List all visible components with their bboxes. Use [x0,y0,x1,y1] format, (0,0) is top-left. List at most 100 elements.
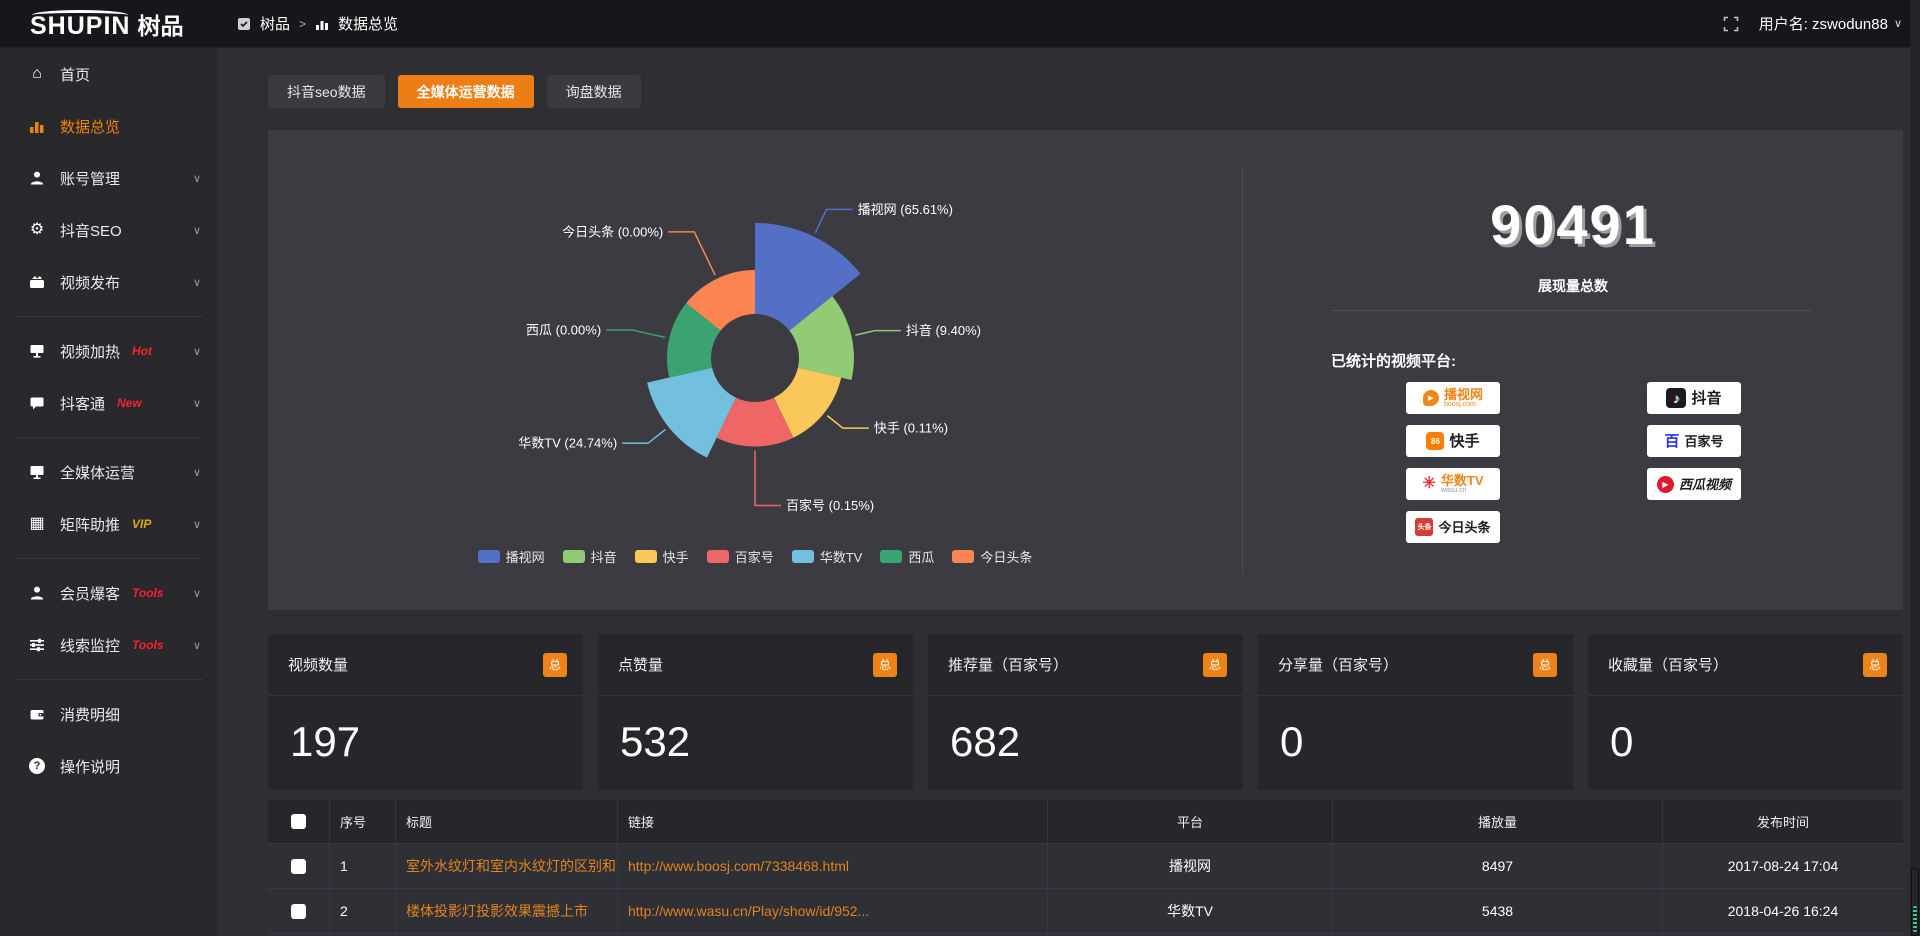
sidebar-item-home[interactable]: ⌂ 首页 [0,48,217,100]
pie-slice-快手[interactable] [774,367,842,438]
select-all-checkbox[interactable] [291,814,306,829]
legend-swatch [562,550,585,563]
baijiahao-logo-icon: 百 [1664,432,1680,450]
cell-plays: 8497 [1333,844,1663,888]
total-badge[interactable]: 总 [1863,652,1887,677]
total-badge[interactable]: 总 [873,652,897,677]
pie-label-line [754,450,781,507]
pie-slice-播视网[interactable] [755,223,861,331]
stat-card-title: 推荐量（百家号） [948,657,1069,674]
stat-card-shares: 分享量（百家号） 总 0 [1258,634,1573,790]
user-menu[interactable]: 用户名: zswodun88 ∨ [1759,13,1902,34]
stat-card-value: 532 [620,718,691,765]
pie-slice-百家号[interactable] [716,397,794,447]
sidebar-item-douketong[interactable]: 抖客通 New ∨ [0,377,217,429]
stat-card-title: 视频数量 [288,657,349,674]
home-icon: ⌂ [32,65,42,82]
legend-item-抖音[interactable]: 抖音 [562,547,617,566]
legend-swatch [706,550,729,563]
row-checkbox[interactable] [291,903,306,919]
platform-name: 今日头条 [1438,519,1491,535]
total-badge[interactable]: 总 [1533,652,1557,677]
pie-label: 抖音 (9.40%) [906,323,981,338]
douyin-logo-icon: ♪ [1666,388,1687,408]
sidebar-item-label: 账号管理 [60,170,121,188]
sidebar-item-lead-monitor[interactable]: 线索监控 Tools ∨ [0,619,217,671]
stat-card-recommendations: 推荐量（百家号） 总 682 [928,634,1243,790]
header-right: 用户名: zswodun88 ∨ [1723,13,1920,34]
cell-title[interactable]: 室外水纹灯和室内水纹灯的区别和简介 [396,844,618,888]
app-logo: SHUPIN 树品 [0,7,217,41]
total-badge[interactable]: 总 [543,652,567,677]
pie-slice-今日头条[interactable] [686,270,755,331]
sidebar-item-spending-detail[interactable]: 消费明细 [0,688,217,740]
gear-icon: ⚙ [29,221,45,238]
page-scrollbar[interactable] [1910,0,1920,936]
video-publish-icon [27,274,47,290]
sidebar-item-accounts[interactable]: 账号管理 ∨ [0,152,217,204]
legend-item-快手[interactable]: 快手 [634,547,689,566]
sidebar-item-video-publish[interactable]: 视频发布 ∨ [0,256,217,308]
fullscreen-icon[interactable] [1723,16,1739,32]
pie-label-line [668,231,716,276]
cell-link[interactable]: http://www.wasu.cn/Play/show/id/952... [618,889,1048,933]
video-table: 序号 标题 链接 平台 播放量 发布时间 1 室外水纹灯和室内水纹灯的区别和简介… [268,800,1903,936]
legend-item-百家号[interactable]: 百家号 [706,547,774,566]
platform-badge-boosj: ▶ 播视网 boosj.com [1406,382,1500,414]
sidebar-item-label: 会员爆客 [60,585,121,603]
row-checkbox[interactable] [291,858,306,874]
pie-label: 播视网 (65.61%) [858,202,953,217]
boosj-logo-icon: ▶ [1422,390,1439,406]
legend-item-西瓜[interactable]: 西瓜 [880,547,934,566]
column-header-platform: 平台 [1048,800,1333,843]
platform-name: 华数TV [1440,472,1484,488]
legend-label: 今日头条 [980,550,1033,565]
sidebar-item-member-burst[interactable]: 会员爆客 Tools ∨ [0,567,217,619]
breadcrumb-root[interactable]: 树品 [260,16,291,33]
pie-label: 今日头条 (0.00%) [562,224,663,239]
sidebar-item-douyin-seo[interactable]: ⚙ 抖音SEO ∨ [0,204,217,256]
pie-label-line [814,208,853,234]
scrollbar-thumb[interactable] [1911,868,1919,936]
breadcrumb-separator: > [299,16,307,31]
column-header-title: 标题 [396,800,618,843]
legend-label: 华数TV [819,550,863,565]
stat-cards: 视频数量 总 197 点赞量 总 532 推荐量（百家号） 总 682 分享量（… [268,634,1903,790]
legend-swatch [634,550,657,563]
logo-text-cn: 树品 [137,12,184,39]
platform-badge-wasu: ✳ 华数TV wasu.cn [1406,468,1500,500]
wallet-icon [27,706,47,722]
table-header-row: 序号 标题 链接 平台 播放量 发布时间 [268,800,1903,844]
sidebar-divider [14,437,203,438]
total-badge[interactable]: 总 [1203,652,1227,677]
username-label: 用户名: zswodun88 [1758,16,1888,33]
pie-label: 百家号 (0.15%) [786,498,874,513]
sidebar-item-matrix-boost[interactable]: ▦ 矩阵助推 VIP ∨ [0,498,217,550]
tab-omnimedia-data[interactable]: 全媒体运营数据 [397,75,534,108]
breadcrumb-current-icon [315,17,329,31]
cell-link[interactable]: http://www.boosj.com/7338468.html [618,844,1048,888]
user-icon [27,170,47,186]
pie-slice-抖音[interactable] [789,296,854,381]
legend-item-今日头条[interactable]: 今日头条 [952,547,1032,566]
pie-slice-华数TV[interactable] [647,367,736,458]
cell-title[interactable]: 楼体投影灯投影效果震撼上市 [396,889,618,933]
chevron-down-icon: ∨ [192,345,201,358]
legend-item-华数TV[interactable]: 华数TV [791,547,863,566]
stat-card-title: 分享量（百家号） [1278,657,1399,674]
sidebar-item-instructions[interactable]: ? 操作说明 [0,740,217,792]
pie-label-line [826,415,869,429]
legend-item-播视网[interactable]: 播视网 [477,547,545,566]
sidebar-divider [14,558,203,559]
sidebar-item-data-overview[interactable]: 数据总览 [0,100,217,152]
tab-inquiry-data[interactable]: 询盘数据 [546,75,641,108]
legend-label: 西瓜 [908,550,935,565]
breadcrumb-current[interactable]: 数据总览 [338,16,399,33]
monitor-pin-icon [27,343,47,359]
pie-slice-西瓜[interactable] [667,303,721,378]
sidebar-item-omnimedia[interactable]: 全媒体运营 ∨ [0,446,217,498]
column-header-publish-time: 发布时间 [1756,815,1809,830]
tab-douyin-seo-data[interactable]: 抖音seo数据 [268,75,385,108]
sidebar-item-video-heating[interactable]: 视频加热 Hot ∨ [0,325,217,377]
panel-divider [1242,166,1243,574]
